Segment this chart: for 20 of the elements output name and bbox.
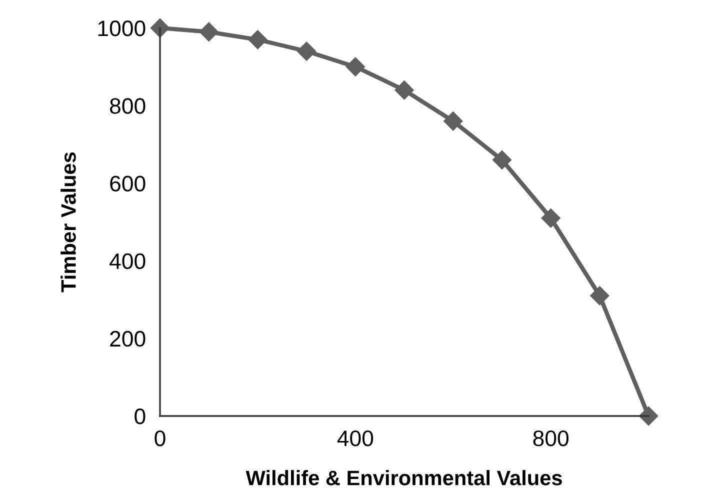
- x-tick-label: 800: [533, 430, 568, 446]
- x-tick-label: 400: [337, 430, 374, 446]
- y-tick-label: 200: [110, 330, 146, 347]
- point: [199, 22, 218, 42]
- y-tick-label: 1000: [98, 20, 146, 36]
- point: [444, 112, 463, 131]
- point: [541, 208, 560, 228]
- y-tick-label: 0: [134, 408, 146, 424]
- y-tick-label: 400: [110, 253, 146, 270]
- y-tick-label: 600: [110, 176, 146, 192]
- point: [346, 57, 365, 76]
- point: [394, 80, 414, 100]
- point: [248, 30, 268, 50]
- x-tick-label: 0: [154, 430, 166, 446]
- y-tick-label: 800: [110, 98, 146, 114]
- point: [297, 42, 316, 61]
- y-axis-title: Timber Values: [60, 152, 76, 292]
- point: [492, 150, 512, 170]
- x-axis-title: Wildlife & Environmental Values: [246, 470, 562, 486]
- point: [590, 286, 610, 306]
